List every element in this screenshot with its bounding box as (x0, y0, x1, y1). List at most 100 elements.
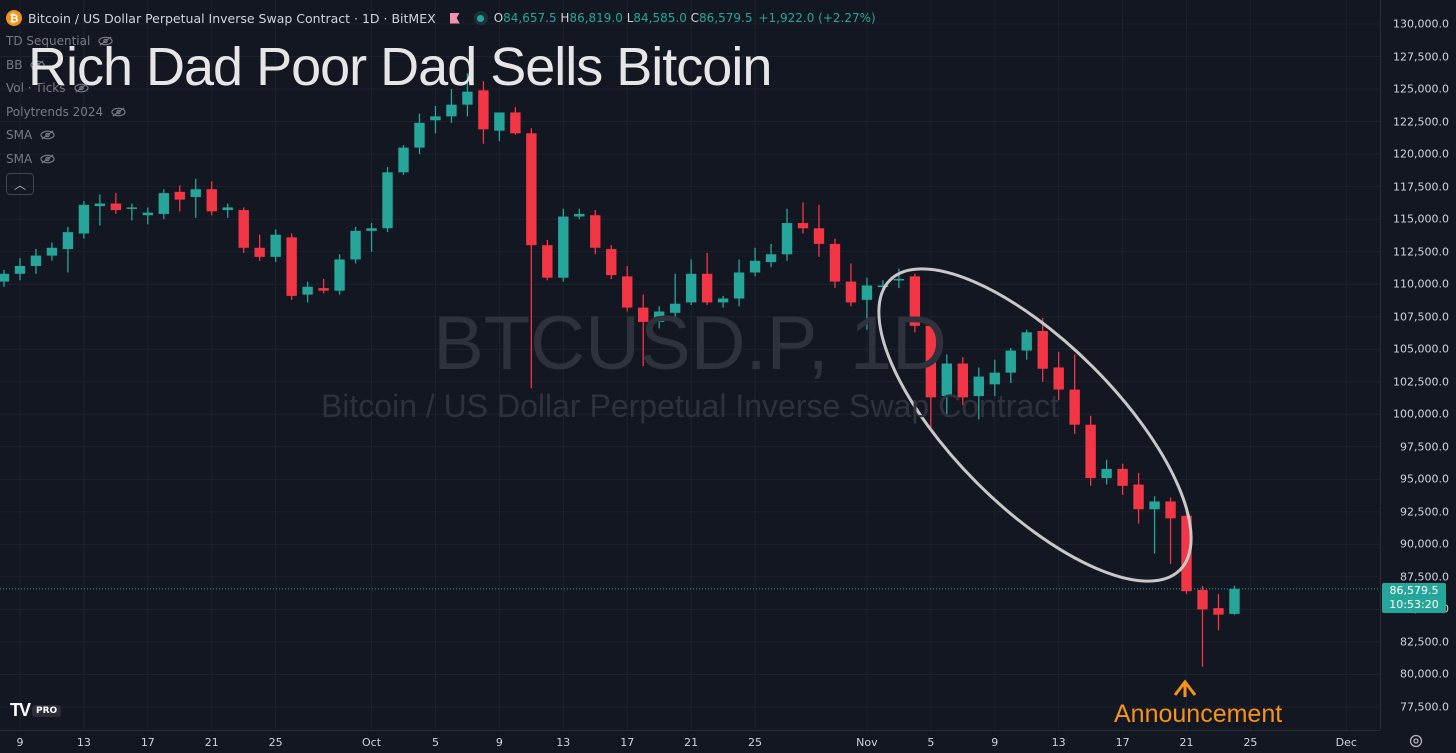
indicator-row[interactable]: TD Sequential (6, 34, 113, 48)
candle-body-down (1117, 468, 1128, 486)
candle-body-up (398, 147, 409, 173)
candle-body-up (382, 172, 393, 229)
candle-body-up (78, 204, 90, 234)
chevron-up-icon: ︿ (13, 177, 26, 192)
time-tick-label: 17 (1115, 736, 1130, 749)
candle-body-up (14, 265, 26, 274)
price-tick-label: 107,500.0 (1393, 310, 1449, 324)
indicator-label: Vol · Ticks (6, 81, 66, 95)
candle-body-up (781, 223, 793, 255)
close-label: C (690, 11, 700, 25)
price-tick-label: 127,500.0 (1393, 50, 1449, 64)
candle-body-down (797, 223, 809, 229)
indicator-row[interactable]: Polytrends 2024 (6, 105, 126, 119)
candle-body-up (0, 273, 10, 282)
time-tick-label: 17 (140, 736, 155, 749)
time-tick-label: Oct (362, 736, 382, 749)
high-label: H (560, 11, 570, 25)
close-value: 86,579.5 (699, 11, 753, 25)
candle-body-up (1149, 501, 1160, 510)
price-tick-label: 110,000.0 (1393, 277, 1449, 291)
eye-off-icon[interactable] (30, 59, 46, 70)
candle-body-up (749, 260, 761, 273)
indicator-row[interactable]: BB (6, 58, 46, 72)
indicator-row[interactable]: SMA (6, 152, 55, 166)
candle-body-down (606, 249, 617, 276)
candle-body-up (893, 278, 905, 281)
tradingview-logo[interactable]: TV PRO (10, 700, 62, 721)
last-price-tag: 86,579.5 10:53:20 (1382, 583, 1446, 613)
candle-body-up (142, 212, 154, 216)
candle-body-up (1101, 468, 1112, 479)
last-price: 86,579.5 (1389, 584, 1439, 597)
eye-off-icon[interactable] (40, 153, 55, 164)
candle-body-up (30, 255, 42, 266)
time-tick-label: 5 (431, 736, 439, 749)
candle-body-up (989, 372, 1000, 385)
time-tick-label: 17 (620, 736, 635, 749)
symbol-header: ₿ Bitcoin / US Dollar Perpetual Inverse … (6, 6, 876, 30)
eye-off-icon[interactable] (111, 106, 126, 117)
price-tick-label: 82,500.0 (1400, 635, 1449, 649)
tradingview-mark: TV (10, 700, 31, 720)
eye-off-icon[interactable] (73, 83, 89, 93)
candle-body-up (462, 91, 473, 105)
time-tick-label: 25 (268, 736, 283, 749)
candle-body-down (510, 112, 521, 134)
time-tick-label: 9 (495, 736, 503, 749)
open-value: 84,657.5 (503, 11, 557, 25)
indicator-label: SMA (6, 151, 33, 166)
candle-body-up (653, 311, 665, 322)
candle-body-up (190, 189, 201, 198)
price-plot[interactable] (0, 0, 1380, 730)
price-tick-label: 122,500.0 (1393, 115, 1449, 129)
time-tick-label: 5 (927, 736, 935, 749)
settings-gear-icon[interactable] (1408, 733, 1424, 749)
candle-body-up (973, 376, 984, 397)
candle-body-up (430, 116, 441, 121)
price-tick-label: 92,500.0 (1400, 505, 1449, 519)
time-axis[interactable]: 9 13 17 21 25 Oct 5 9 13 17 21 25 Nov 5 9 13 17 21 25 Dec (0, 730, 1380, 753)
candle-body-down (238, 210, 249, 248)
time-tick-label: 25 (1243, 736, 1258, 749)
announcement-label: Announcement (1114, 700, 1283, 728)
candle-body-down (1037, 331, 1048, 369)
candle-body-down (590, 215, 601, 248)
price-tick-label: 112,500.0 (1393, 245, 1449, 259)
candle-body-down (542, 245, 553, 278)
time-tick-label: Nov (856, 736, 878, 749)
ohlc-values: O84,657.5 H86,819.0 L84,585.0 C86,579.5 (494, 11, 753, 25)
candle-body-up (302, 286, 313, 295)
market-status-icon[interactable] (473, 11, 488, 25)
candle-body-down (1197, 589, 1208, 610)
candle-body-up (270, 234, 281, 257)
candle-body-up (158, 193, 169, 214)
candle-body-up (685, 273, 697, 303)
flag-icon[interactable] (449, 12, 460, 24)
symbol-title[interactable]: Bitcoin / US Dollar Perpetual Inverse Sw… (28, 10, 436, 26)
price-axis[interactable]: 77,500.080,000.082,500.085,000.087,500.0… (1380, 0, 1456, 730)
time-tick-label: 21 (684, 736, 699, 749)
eye-off-icon[interactable] (40, 130, 55, 140)
candle-body-down (957, 363, 968, 398)
candle-body-down (1053, 367, 1064, 390)
overlay-title: Rich Dad Poor Dad Sells Bitcoin (28, 37, 772, 97)
time-tick-label: 13 (556, 736, 571, 749)
price-tick-label: 130,000.0 (1393, 17, 1449, 31)
indicator-row[interactable]: SMA (6, 128, 55, 142)
time-tick-label: Dec (1335, 736, 1357, 749)
price-tick-label: 120,000.0 (1393, 147, 1449, 161)
price-tick-label: 105,000.0 (1393, 342, 1449, 356)
collapse-legend-button[interactable]: ︿ (6, 173, 34, 195)
eye-off-icon[interactable] (98, 36, 113, 46)
price-tick-label: 97,500.0 (1400, 440, 1449, 454)
price-tick-label: 80,000.0 (1400, 667, 1449, 681)
candle-body-down (1133, 484, 1144, 510)
candle-body-up (574, 213, 585, 217)
bar-countdown: 10:53:20 (1389, 598, 1439, 611)
candle-body-up (222, 207, 233, 211)
candle-body-down (1069, 389, 1080, 425)
price-change: +1,922.0 (+2.27%) (758, 11, 876, 25)
indicator-row[interactable]: Vol · Ticks (6, 81, 89, 95)
